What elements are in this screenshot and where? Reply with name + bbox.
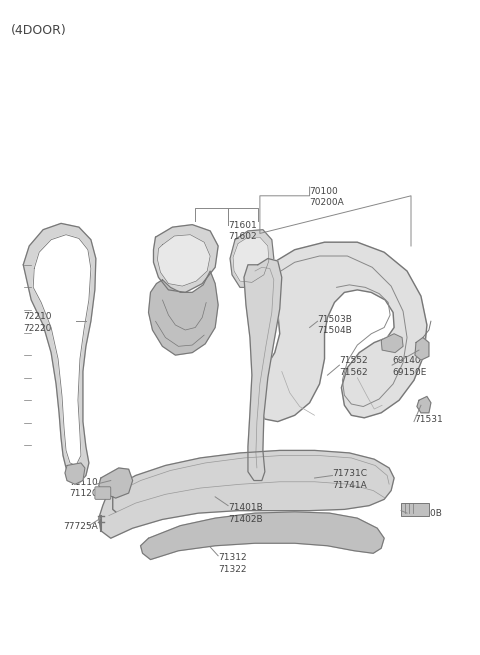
- Text: 71312
71322: 71312 71322: [218, 553, 247, 574]
- Bar: [401, 503, 429, 515]
- Polygon shape: [65, 463, 85, 484]
- Polygon shape: [157, 234, 210, 286]
- Text: 71401B
71402B: 71401B 71402B: [228, 503, 263, 523]
- Polygon shape: [381, 334, 403, 352]
- Text: 71531: 71531: [414, 415, 443, 424]
- Text: (4DOOR): (4DOOR): [12, 24, 67, 37]
- Polygon shape: [417, 396, 431, 413]
- Text: 70100
70200A: 70100 70200A: [310, 187, 344, 208]
- Polygon shape: [244, 259, 282, 481]
- FancyBboxPatch shape: [95, 487, 111, 499]
- Text: 71601
71602: 71601 71602: [228, 221, 257, 241]
- Text: 71731C
71741A: 71731C 71741A: [333, 469, 368, 490]
- Text: 71503B
71504B: 71503B 71504B: [318, 315, 352, 335]
- Polygon shape: [141, 512, 384, 559]
- Text: 71552
71562: 71552 71562: [339, 356, 368, 377]
- Polygon shape: [415, 337, 429, 360]
- Polygon shape: [154, 225, 218, 292]
- Polygon shape: [99, 451, 394, 538]
- Text: 97510B: 97510B: [407, 510, 442, 518]
- Polygon shape: [99, 468, 132, 498]
- Text: 77725A: 77725A: [63, 522, 98, 531]
- Polygon shape: [233, 237, 269, 282]
- Polygon shape: [258, 242, 427, 422]
- Text: 71110
71120: 71110 71120: [69, 478, 98, 498]
- Polygon shape: [23, 223, 96, 483]
- Text: 72210
72220: 72210 72220: [23, 312, 52, 333]
- Polygon shape: [33, 234, 91, 466]
- Polygon shape: [148, 271, 218, 355]
- Text: 69140
69150E: 69140 69150E: [392, 356, 427, 377]
- Polygon shape: [230, 230, 274, 288]
